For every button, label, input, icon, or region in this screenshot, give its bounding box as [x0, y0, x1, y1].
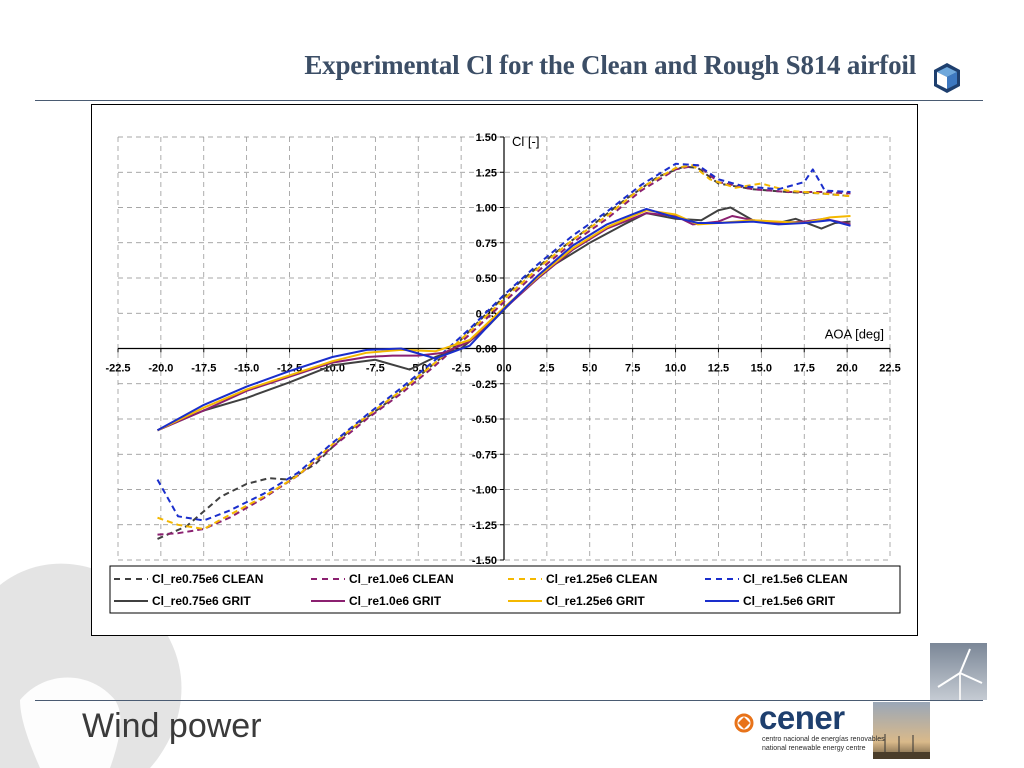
cener-logo-icon — [734, 713, 754, 733]
brand-subtitle-es: centro nacional de energías renovables — [762, 736, 885, 743]
legend-label: Cl_re1.0e6 GRIT — [349, 594, 442, 608]
legend-label: Cl_re1.5e6 GRIT — [743, 594, 836, 608]
y-tick-label: -1.25 — [472, 520, 497, 532]
series-line — [157, 164, 851, 536]
footer-text: Wind power — [82, 707, 262, 745]
series-line — [157, 165, 851, 540]
x-tick-label: 12.5 — [708, 363, 729, 375]
brand-subtitle-en: national renewable energy centre — [762, 745, 866, 752]
legend-label: Cl_re1.25e6 GRIT — [546, 594, 645, 608]
title-divider — [35, 100, 983, 101]
legend-label: Cl_re1.0e6 CLEAN — [349, 572, 454, 586]
series-line — [157, 207, 851, 432]
y-tick-label: -1.50 — [472, 555, 497, 567]
series-line — [157, 164, 851, 530]
x-tick-label: 2.5 — [539, 363, 554, 375]
x-tick-label: -17.5 — [191, 363, 216, 375]
y-tick-label: -0.50 — [472, 414, 497, 426]
legend-label: Cl_re0.75e6 GRIT — [152, 594, 251, 608]
x-tick-label: 5.0 — [582, 363, 597, 375]
y-tick-label: 0.50 — [476, 273, 497, 285]
footer-divider — [35, 700, 983, 701]
x-tick-label: -7.5 — [366, 363, 385, 375]
y-tick-label: 1.25 — [476, 167, 497, 179]
x-tick-label: -12.5 — [277, 363, 302, 375]
x-tick-label: 0.0 — [496, 363, 511, 375]
x-tick-label: 10.0 — [665, 363, 686, 375]
x-tick-label: 22.5 — [879, 363, 900, 375]
y-tick-label: 0.75 — [476, 238, 497, 250]
brand-name: cener — [759, 699, 845, 736]
wind-turbine-photo — [930, 643, 987, 700]
chart-frame: -22.5 -20.0 -17.5 -15.0 -12.5 -10.0 -7.5 -5.0 -2… — [91, 104, 918, 636]
series-line — [157, 209, 851, 432]
y-tick-label: -1.00 — [472, 485, 497, 497]
x-tick-label: 15.0 — [751, 363, 772, 375]
legend-label: Cl_re0.75e6 CLEAN — [152, 572, 263, 586]
slide-title: Experimental Cl for the Clean and Rough … — [304, 50, 916, 80]
y-tick-label: -0.75 — [472, 449, 497, 461]
y-tick-label: 0.00 — [476, 344, 497, 356]
x-tick-label: 7.5 — [625, 363, 640, 375]
series-line — [156, 162, 851, 522]
x-tick-label: 17.5 — [794, 363, 815, 375]
cube-logo-icon — [934, 63, 960, 93]
y-axis-title: Cl [-] — [512, 134, 539, 149]
legend: Cl_re0.75e6 CLEAN Cl_re1.0e6 CLEAN Cl_re1.… — [109, 565, 901, 614]
cl-aoa-chart: -22.5 -20.0 -17.5 -15.0 -12.5 -10.0 -7.5 -5.0 -2… — [105, 132, 901, 614]
legend-label: Cl_re1.5e6 CLEAN — [743, 572, 848, 586]
x-tick-label: -20.0 — [148, 363, 173, 375]
wind-farm-photo — [873, 702, 930, 759]
y-tick-label: 1.50 — [476, 132, 497, 144]
y-tick-label: 1.00 — [476, 203, 497, 215]
legend-box — [109, 565, 901, 614]
x-tick-label: -22.5 — [105, 363, 130, 375]
y-tick-label: -0.25 — [472, 379, 497, 391]
legend-label: Cl_re1.25e6 CLEAN — [546, 572, 657, 586]
x-axis-title: AOA [deg] — [825, 327, 884, 342]
x-tick-label: 20.0 — [836, 363, 857, 375]
x-tick-label: -15.0 — [234, 363, 259, 375]
x-tick-label: -2.5 — [452, 363, 471, 375]
